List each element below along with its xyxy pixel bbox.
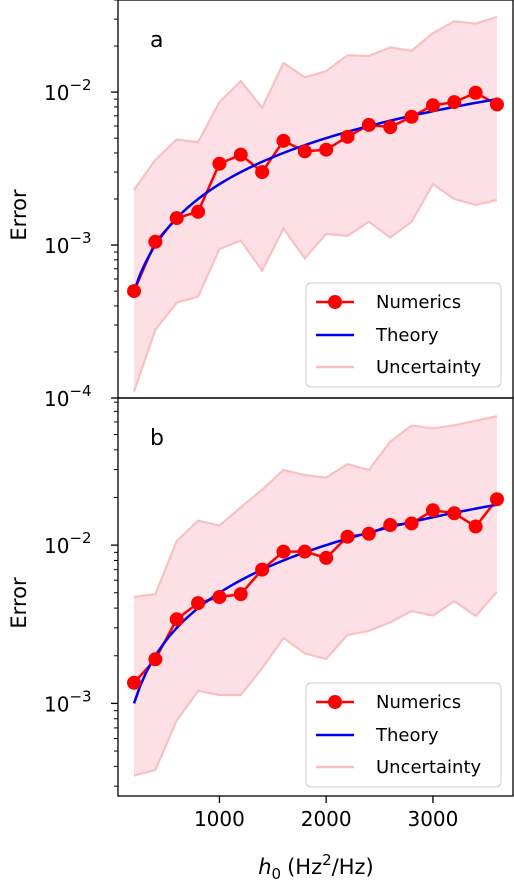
numerics-point	[233, 587, 248, 602]
numerics-point	[340, 529, 355, 544]
numerics-point	[319, 550, 334, 565]
y-tick-label: 10−2	[44, 76, 92, 105]
panel-label: b	[150, 426, 164, 451]
y-tick-label: 10−4	[44, 382, 92, 411]
x-label-unit-close: /Hz)	[332, 855, 374, 879]
numerics-point	[489, 97, 504, 112]
uncertainty-band	[133, 415, 498, 777]
numerics-point	[489, 492, 504, 507]
uncertainty-upper-line	[133, 15, 498, 191]
uncertainty-lower-line	[133, 591, 498, 777]
legend-numerics-marker	[328, 695, 342, 709]
panel-b: 10−3 10−2 1000 2000 3000 b Error Numerics T…	[7, 397, 514, 831]
legend-numerics-label: Numerics	[376, 292, 461, 313]
y-tick-label: 10−2	[44, 529, 92, 558]
numerics-point	[127, 284, 142, 299]
numerics-point	[468, 519, 483, 534]
numerics-point	[212, 590, 227, 605]
numerics-point	[191, 204, 206, 219]
uncertainty-fill	[134, 416, 497, 776]
legend-numerics-marker	[328, 295, 342, 309]
y-axis-label: Error	[7, 577, 31, 629]
legend-numerics-label: Numerics	[376, 692, 461, 713]
x-axis-label: h0 (Hz2/Hz)	[258, 851, 374, 883]
y-tick-exponent: −4	[69, 382, 91, 400]
numerics-point	[404, 516, 419, 531]
numerics-point	[255, 165, 270, 180]
plot-frame	[117, 397, 514, 797]
numerics-point	[425, 98, 440, 113]
x-label-superscript: 2	[322, 851, 332, 869]
legend: Numerics Theory Uncertainty	[305, 682, 502, 788]
numerics-point	[191, 596, 206, 611]
numerics-point	[233, 147, 248, 162]
legend-theory-label: Theory	[375, 725, 439, 746]
y-tick-exponent: −3	[69, 229, 91, 247]
x-axis-ticks: 1000 2000 3000	[194, 796, 458, 831]
numerics-point	[255, 562, 270, 577]
y-axis-label: Error	[7, 189, 31, 241]
numerics-point	[404, 109, 419, 124]
y-tick-exponent: −2	[69, 529, 91, 547]
y-tick-exponent: −3	[69, 687, 91, 705]
uncertainty-band	[132, 15, 498, 393]
x-tick-label: 3000	[407, 807, 458, 831]
y-axis-ticks: 10−4 10−3 10−2	[44, 0, 118, 411]
numerics-point	[447, 506, 462, 521]
legend-uncertainty-label: Uncertainty	[376, 357, 482, 378]
data-layer	[127, 492, 504, 704]
numerics-point	[276, 133, 291, 148]
y-axis-ticks: 10−3 10−2	[44, 401, 118, 787]
x-label-subscript: 0	[272, 865, 282, 883]
x-tick-label: 1000	[194, 807, 245, 831]
uncertainty-fill	[134, 16, 497, 392]
numerics-point	[169, 612, 184, 627]
y-tick-exponent: −2	[69, 76, 91, 94]
numerics-point	[361, 526, 376, 541]
numerics-point	[148, 234, 163, 249]
data-layer	[127, 85, 504, 299]
numerics-point	[127, 675, 142, 690]
numerics-point	[361, 117, 376, 132]
x-label-unit-open: (Hz	[287, 855, 322, 879]
legend-theory-label: Theory	[375, 325, 439, 346]
uncertainty-lower-line	[132, 182, 498, 393]
panel-label: a	[150, 28, 163, 53]
theory-curve	[132, 503, 498, 704]
legend-box	[305, 282, 502, 388]
numerics-point	[148, 652, 163, 667]
legend-uncertainty-label: Uncertainty	[376, 757, 482, 778]
numerics-point	[297, 544, 312, 559]
numerics-point	[340, 129, 355, 144]
numerics-point	[169, 211, 184, 226]
numerics-point	[212, 156, 227, 171]
numerics-point	[319, 142, 334, 157]
numerics-point	[383, 120, 398, 135]
y-tick-label: 10−3	[44, 687, 92, 716]
y-tick-label: 10−3	[44, 229, 92, 258]
numerics-point	[276, 544, 291, 559]
x-label-symbol: h	[258, 855, 271, 879]
uncertainty-upper-line	[133, 415, 498, 599]
numerics-point	[468, 85, 483, 100]
numerics-point	[447, 95, 462, 110]
legend-box	[305, 682, 502, 788]
legend: Numerics Theory Uncertainty	[305, 282, 502, 388]
numerics-point	[297, 144, 312, 159]
numerics-point	[383, 517, 398, 532]
numerics-point	[425, 503, 440, 518]
panel-a: 10−4 10−3 10−2 a Error Numerics Theory Unc…	[7, 0, 514, 411]
x-tick-label: 2000	[301, 807, 352, 831]
